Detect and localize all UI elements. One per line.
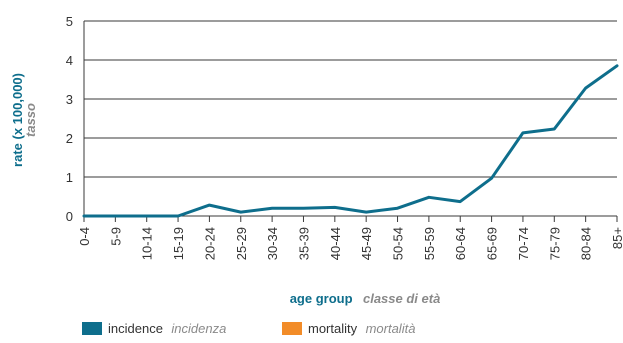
x-tick-label: 85+	[610, 227, 623, 249]
x-tick-label: 80-84	[579, 227, 594, 260]
x-tick-label: 70-74	[516, 227, 531, 260]
series-lines	[82, 64, 619, 218]
legend-item-mortality: mortality mortalità	[282, 320, 415, 337]
y-tick-label: 1	[66, 170, 73, 185]
legend-swatch-incidence	[82, 322, 102, 335]
y-tick-label: 5	[66, 14, 73, 29]
y-tick-label: 0	[66, 209, 73, 224]
grid-lines	[83, 20, 617, 222]
x-tick-label: 30-34	[265, 227, 280, 260]
x-axis-label-italian: classe di età	[363, 291, 440, 306]
series-line-incidence	[82, 64, 619, 218]
svg-text:incidence incidenza: incidence incidenza	[108, 320, 226, 337]
x-tick-label: 75-79	[547, 227, 562, 260]
y-tick-label: 4	[66, 53, 73, 68]
x-axis-label: age group	[290, 291, 353, 306]
y-tick-label: 2	[66, 131, 73, 146]
legend-label-mortality: mortality	[308, 321, 358, 336]
x-axis-title: age group classe di età	[290, 290, 441, 307]
y-axis-ticks: 0 1 2 3 4 5	[66, 14, 73, 224]
legend: incidence incidenza mortality mortalità	[82, 320, 415, 337]
x-tick-label: 50-54	[391, 227, 406, 260]
x-tick-label: 15-19	[171, 227, 186, 260]
x-tick-label: 10-14	[140, 227, 155, 260]
legend-item-incidence: incidence incidenza	[82, 320, 226, 337]
x-tick-label: 35-39	[296, 227, 311, 260]
x-tick-label: 0-4	[77, 227, 92, 246]
svg-text:mortality mortalità: mortality mortalità	[308, 320, 415, 337]
y-tick-label: 3	[66, 92, 73, 107]
x-tick-label: 20-24	[202, 227, 217, 260]
x-tick-label: 40-44	[328, 227, 343, 260]
y-axis-label: rate (x 100,000)	[10, 73, 25, 167]
x-axis-ticks: 0-4 5-9 10-14 15-19 20-24 25-29 30-34 35-39 40-4…	[77, 216, 623, 260]
legend-label-incidence-italian: incidenza	[171, 321, 226, 336]
y-axis-title: rate (x 100,000) tasso	[10, 73, 38, 167]
legend-label-incidence: incidence	[108, 321, 163, 336]
y-axis-label-italian: tasso	[23, 103, 38, 137]
legend-label-mortality-italian: mortalità	[366, 321, 416, 336]
x-tick-label: 5-9	[108, 227, 123, 246]
x-tick-label: 45-49	[359, 227, 374, 260]
x-tick-label: 60-64	[453, 227, 468, 260]
legend-swatch-mortality	[282, 322, 302, 335]
x-tick-label: 25-29	[234, 227, 249, 260]
x-tick-label: 55-59	[422, 227, 437, 260]
x-tick-label: 65-69	[485, 227, 500, 260]
